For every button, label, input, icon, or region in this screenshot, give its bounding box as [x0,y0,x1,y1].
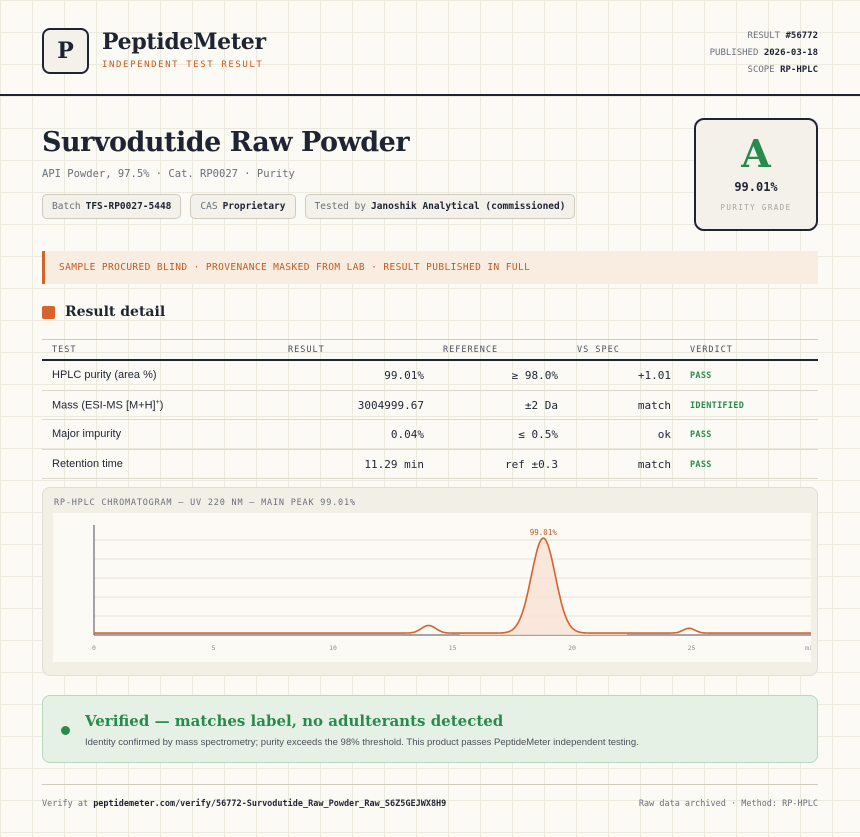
product-title: Survodutide Raw Powder [42,127,410,158]
section-title: Result detail [65,304,166,320]
scope-value: RP-HPLC [780,65,818,75]
column-header-result: RESULT [288,345,325,355]
grade-percent: 99.01% [734,180,778,194]
chip-value: Proprietary [222,201,286,212]
x-tick-label: 5 [212,644,216,652]
test-name: Retention time [52,457,123,470]
brand-name: PeptideMeter [102,29,266,55]
chip-value: TFS-RP0027-5448 [85,201,172,212]
test-name: Major impurity [52,428,122,440]
x-tick-label: 25 [688,644,696,652]
result-label: RESULT [747,31,781,41]
peak-annotation: 99.01% [530,528,558,537]
section-header: Result detail [42,304,165,320]
product-subtitle: API Powder, 97.5% · Cat. RP0027 · Purity [42,168,295,180]
grade-label: PURITY GRADE [720,203,792,212]
x-tick-label: 20 [568,644,576,652]
verified-dot-icon [61,726,70,735]
verdict-badge: PASS [690,371,712,381]
verify-label: Verify at [42,799,89,809]
batch-chip: Batch TFS-RP0027-5448 [42,194,182,219]
test-name-text: Mass (ESI-MS [M+H] [52,399,156,412]
tested-by-chip: Tested by Janoshik Analytical (commission… [304,194,576,219]
table-row: HPLC purity (area %) 99.01% ≥ 98.0% +1.0… [42,361,818,391]
result-value: 99.01% [384,369,424,382]
verify-link[interactable]: Verify at peptidemeter.com/verify/56772-… [42,799,446,809]
vs-spec-value: +1.01 [637,369,671,382]
chip-label: Tested by [314,201,366,212]
footer-divider [42,784,818,785]
header: P PeptideMeter INDEPENDENT TEST RESULT R… [0,0,860,96]
vs-spec-value: ok [657,428,671,441]
purity-grade-card: A 99.01% PURITY GRADE [694,118,818,231]
reference-value: ≤ 0.5% [518,428,558,441]
verdict-badge: IDENTIFIED [690,400,745,411]
reference-value: ref ±0.3 [505,457,558,471]
result-value: 11.29 min [364,457,424,471]
verified-text: Identity confirmed by mass spectrometry;… [85,737,639,748]
chip-label: CAS [200,201,218,212]
vs-spec-value: match [637,457,671,471]
x-tick-label: min [805,644,811,652]
vs-spec-value: match [637,398,671,412]
reference-value: ≥ 98.0% [511,369,558,382]
test-name-superscript: + [155,398,160,406]
scope-label: SCOPE [747,65,775,75]
published-date: 2026-03-18 [763,48,818,58]
column-header-reference: REFERENCE [443,345,499,355]
verified-banner: Verified — matches label, no adulterants… [42,695,818,763]
product-chips: Batch TFS-RP0027-5448 CAS Proprietary Test… [42,194,576,219]
x-tick-label: 0 [92,644,96,652]
result-meta: RESULT #56772 PUBLISHED 2026-03-18 SCOPE… [710,28,818,79]
logo[interactable]: P [42,28,89,74]
published-label: PUBLISHED [709,48,759,58]
table-row: Retention time 11.29 min ref ±0.3 match … [42,450,818,479]
chip-label: Batch [52,201,81,212]
result-value: 0.04% [390,428,424,441]
cas-chip: CAS Proprietary [190,194,296,219]
x-tick-label: 15 [449,644,457,652]
verdict-badge: PASS [690,459,712,470]
result-table: TEST RESULT REFERENCE VS SPEC VERDICT HP… [42,339,818,479]
chart-title: RP-HPLC CHROMATOGRAM — UV 220 NM — MAIN … [54,498,356,508]
section-marker-icon [42,305,55,319]
column-header-test: TEST [52,345,77,355]
table-header: TEST RESULT REFERENCE VS SPEC VERDICT [42,339,818,361]
verdict-badge: PASS [690,430,712,440]
x-tick-label: 10 [329,644,337,652]
table-row: Major impurity 0.04% ≤ 0.5% ok PASS [42,420,818,450]
footer-method: Raw data archived · Method: RP-HPLC [638,799,818,809]
chip-value: Janoshik Analytical (commissioned) [370,201,566,212]
reference-value: ±2 Da [524,398,558,412]
brand-subtitle: INDEPENDENT TEST RESULT [102,60,264,70]
chart-area: 0 5 10 15 20 25 min 99.01% [53,513,817,662]
chromatogram-chart: 0 5 10 15 20 25 min 99.01% [92,525,817,652]
test-name: Mass (ESI-MS [M+H]+) [52,399,163,412]
grade-letter: A [741,131,771,176]
table-row: Mass (ESI-MS [M+H]+) 3004999.67 ±2 Da ma… [42,391,818,420]
column-header-verdict: VERDICT [690,345,733,355]
result-number: #56772 [785,31,818,41]
provenance-notice: SAMPLE PROCURED BLIND · PROVENANCE MASKE… [42,251,818,284]
result-value: 3004999.67 [357,398,424,412]
test-name: HPLC purity (area %) [52,369,157,381]
verified-title: Verified — matches label, no adulterants… [85,712,504,730]
main-peak-fill [459,538,627,635]
test-name-end: ) [159,399,164,412]
chromatogram-trace [94,537,811,634]
column-header-vs-spec: VS SPEC [577,345,620,355]
verify-url[interactable]: peptidemeter.com/verify/56772-Survodutid… [93,799,447,809]
chromatogram-card: RP-HPLC CHROMATOGRAM — UV 220 NM — MAIN … [42,487,818,676]
